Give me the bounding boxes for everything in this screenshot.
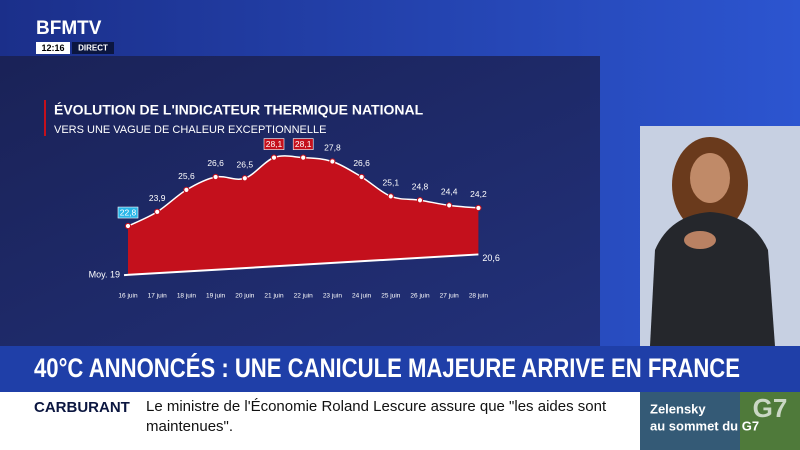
point bbox=[300, 154, 307, 161]
point bbox=[270, 154, 278, 161]
point bbox=[124, 222, 132, 230]
point bbox=[446, 202, 453, 209]
side-line2: au sommet du G7 bbox=[650, 418, 759, 433]
signer-hands bbox=[684, 231, 716, 249]
ticker-band bbox=[0, 392, 640, 450]
label-box bbox=[117, 206, 139, 219]
x-tick-label: 19 juin bbox=[206, 293, 226, 300]
normal-label: 20,6 bbox=[482, 253, 500, 263]
point bbox=[358, 173, 365, 181]
point bbox=[241, 175, 248, 182]
x-tick-label: 24 juin bbox=[352, 293, 372, 300]
value-label: 24,2 bbox=[470, 189, 487, 199]
side-shade bbox=[640, 392, 740, 450]
value-label: 24,8 bbox=[412, 181, 429, 191]
value-label: 25,6 bbox=[178, 171, 195, 181]
x-tick-label: 26 juin bbox=[410, 293, 430, 300]
live-box bbox=[72, 42, 114, 54]
side-line1: Zelensky bbox=[650, 401, 706, 416]
label-box bbox=[292, 138, 314, 150]
side-logo: G7 bbox=[753, 393, 788, 423]
x-tick-label: 18 juin bbox=[177, 293, 197, 300]
live: DIRECT bbox=[78, 44, 108, 53]
value-label: 22,8 bbox=[120, 207, 137, 217]
x-tick-label: 22 juin bbox=[294, 293, 314, 300]
value-label: 24,4 bbox=[441, 187, 458, 197]
chart-title: ÉVOLUTION DE L'INDICATEUR THERMIQUE NATI… bbox=[54, 102, 424, 118]
value-label: 27,8 bbox=[324, 143, 341, 153]
value-label: 23,9 bbox=[149, 193, 166, 203]
x-tick-label: 16 juin bbox=[118, 293, 138, 300]
headline: 40°C ANNONCÉS : UNE CANICULE MAJEURE ARR… bbox=[34, 352, 740, 383]
normal-line bbox=[123, 253, 479, 277]
value-label: 26,6 bbox=[207, 158, 224, 168]
title-bar bbox=[44, 100, 46, 136]
point bbox=[154, 208, 161, 215]
logo: BFMTV bbox=[36, 18, 102, 39]
point bbox=[387, 193, 394, 200]
value-label: 25,1 bbox=[383, 178, 400, 188]
time-box bbox=[36, 42, 70, 54]
time: 12:16 bbox=[41, 43, 64, 53]
value-label: 26,5 bbox=[237, 160, 254, 170]
point bbox=[329, 158, 336, 165]
x-tick-label: 27 juin bbox=[440, 293, 460, 300]
area bbox=[128, 155, 479, 276]
ticker-box: Le ministre de l'Économie Roland Lescure… bbox=[146, 398, 607, 435]
ticker-tag: CARBURANT bbox=[34, 399, 130, 416]
x-tick-label: 21 juin bbox=[264, 293, 284, 300]
x-tick-label: 17 juin bbox=[148, 293, 168, 300]
point bbox=[416, 197, 424, 204]
point bbox=[212, 173, 219, 181]
normal-label: Moy. 19 bbox=[89, 269, 120, 279]
label-box bbox=[263, 138, 285, 150]
x-tick-label: 20 juin bbox=[235, 293, 255, 300]
x-tick-label: 25 juin bbox=[381, 293, 401, 300]
chart-subtitle: VERS UNE VAGUE DE CHALEUR EXCEPTIONNELLE bbox=[54, 124, 326, 136]
value-label: 28,1 bbox=[266, 139, 283, 149]
signer-face bbox=[690, 153, 730, 203]
value-label: 28,1 bbox=[295, 139, 312, 149]
ticker-text: Le ministre de l'Économie Roland Lescure… bbox=[146, 398, 607, 435]
x-tick-label: 28 juin bbox=[469, 293, 489, 300]
signer-body bbox=[650, 212, 775, 346]
point bbox=[183, 186, 190, 193]
point bbox=[475, 204, 482, 212]
headline-band bbox=[0, 346, 800, 392]
value-label: 26,6 bbox=[353, 158, 370, 168]
x-tick-label: 23 juin bbox=[323, 293, 343, 300]
